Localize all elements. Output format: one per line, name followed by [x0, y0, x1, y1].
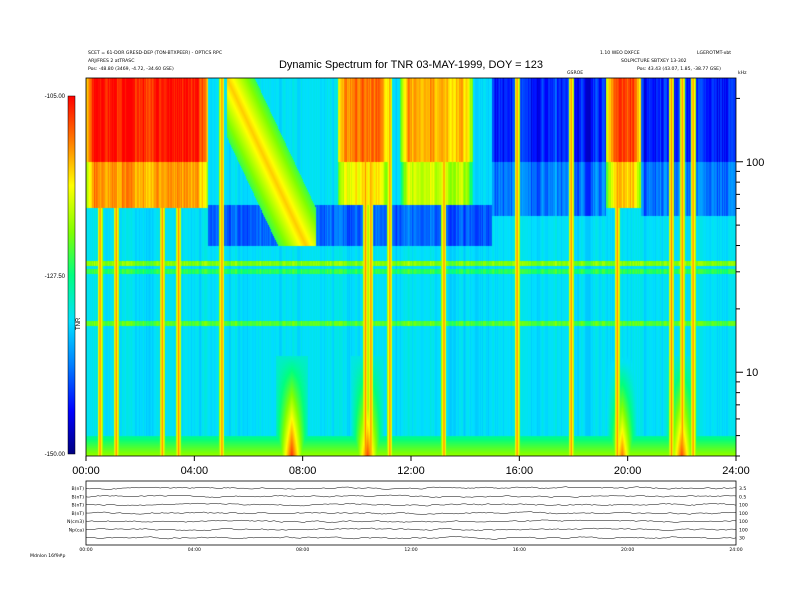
x-tick-label: 12:00: [397, 465, 425, 477]
timeseries-trace: [86, 536, 737, 540]
header-right-line-3: Pos: 43.43 (43.07, 1.85, -38.77 GSE): [637, 66, 721, 72]
x-axis-lower: 00:00 04:00 08:00 12:00 16:00 20:00 24:00: [79, 547, 742, 553]
x-tick-label: 24:00: [722, 465, 750, 477]
trace-right-label: 100: [739, 527, 748, 533]
trace-right-label: 100: [739, 511, 748, 517]
trace-left-label: N(cm3): [67, 519, 84, 525]
colorbar: [67, 95, 76, 455]
header-line-2: ARJ/FRES 2 atTRASC: [88, 58, 134, 64]
timeseries-trace: [85, 511, 736, 515]
footer-label: Mdnlon 16f9#p: [30, 553, 65, 559]
chart-title: Dynamic Spectrum for TNR 03-MAY-1999, DO…: [279, 59, 543, 71]
colorbar-unit-label: TNR: [76, 317, 82, 330]
lower-x-tick-label: 16:00: [513, 547, 526, 553]
unit-label: kHz: [738, 70, 747, 76]
trace-right-label: 3.5: [739, 486, 746, 492]
x-tick-label: 16:00: [506, 465, 534, 477]
trace-left-label: B(nT): [72, 486, 85, 492]
x-tick-label: 20:00: [614, 465, 642, 477]
lower-x-tick-label: 00:00: [79, 547, 92, 553]
x-tick-label: 00:00: [72, 465, 100, 477]
colorbar-tick-bottom: -150.00: [45, 452, 66, 458]
y-tick-label: 100: [746, 157, 764, 169]
lower-x-tick-label: 12:00: [404, 547, 417, 553]
y-tick-label: 10: [746, 367, 758, 379]
trace-left-label: B(nT): [72, 511, 85, 517]
header-right-line-1: 1.10 WEO DXFCE: [600, 50, 640, 56]
trace-left-label: B(nT): [72, 494, 85, 500]
x-tick-label: 08:00: [289, 465, 317, 477]
header-right-line-1b: LGEROTMT-xbt: [697, 50, 731, 56]
small-marker-label: GSROE: [567, 70, 583, 76]
colorbar-tick-top: -105.00: [45, 94, 66, 100]
timeseries-trace: [85, 494, 737, 499]
y-axis-right: 10 100: [736, 97, 764, 457]
lower-x-tick-label: 04:00: [188, 547, 201, 553]
timeseries-trace: [85, 486, 737, 490]
timeseries-traces: B(nT) 3.5 B(nT) 0.5 B(nT) 100 B(nT) 100 N(cm3) 10…: [67, 486, 748, 542]
trace-right-label: 30: [739, 536, 745, 542]
lower-x-tick-label: 24:00: [729, 547, 742, 553]
trace-right-label: 100: [739, 503, 748, 509]
timeseries-trace: [85, 519, 737, 523]
header-line-3: Pos: -48.80 (3469, -4.72, -34.60 GSE): [88, 66, 174, 72]
spectrogram-area: [86, 78, 736, 456]
lower-x-tick-label: 08:00: [296, 547, 309, 553]
header-right-line-2: SOLPICTURE SBTXEY 13-302: [621, 58, 687, 64]
trace-right-label: 0.5: [739, 494, 746, 500]
header-line-1: SCET = 61-DOR GRESD-DEP (TON-BTXPEER) - …: [88, 50, 222, 56]
colorbar-tick-mid: -127.50: [45, 274, 66, 280]
lower-x-tick-label: 20:00: [621, 547, 634, 553]
timeseries-trace: [85, 502, 737, 507]
trace-left-label: B(nT): [72, 503, 85, 509]
timeseries-trace: [85, 527, 737, 532]
trace-left-label: Np(ca): [69, 527, 84, 533]
x-axis-main: 00:00 04:00 08:00 12:00 16:00 20:00 24:00: [72, 456, 750, 477]
x-tick-label: 04:00: [181, 465, 209, 477]
trace-right-label: 100: [739, 519, 748, 525]
